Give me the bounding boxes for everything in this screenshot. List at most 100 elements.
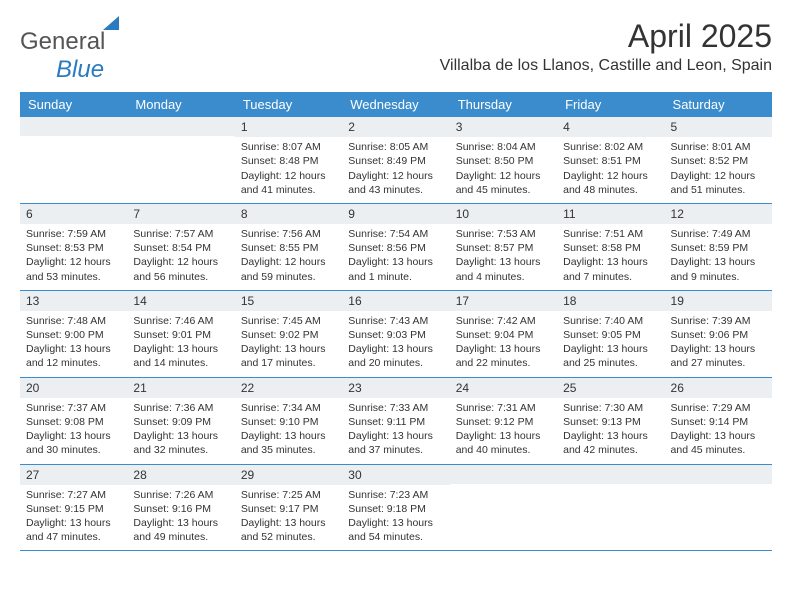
day-cell: 6Sunrise: 7:59 AMSunset: 8:53 PMDaylight… [20, 204, 127, 290]
weekday-thursday: Thursday [450, 92, 557, 117]
sunset-text: Sunset: 9:13 PM [563, 415, 658, 429]
daylight-text: Daylight: 13 hours and 49 minutes. [133, 516, 228, 544]
day-body: Sunrise: 7:59 AMSunset: 8:53 PMDaylight:… [20, 224, 127, 290]
daylight-text: Daylight: 12 hours and 53 minutes. [26, 255, 121, 283]
day-number: 9 [342, 204, 449, 224]
day-body: Sunrise: 7:56 AMSunset: 8:55 PMDaylight:… [235, 224, 342, 290]
day-cell: 19Sunrise: 7:39 AMSunset: 9:06 PMDayligh… [665, 291, 772, 377]
sunrise-text: Sunrise: 7:57 AM [133, 227, 228, 241]
day-number: 6 [20, 204, 127, 224]
sunrise-text: Sunrise: 7:31 AM [456, 401, 551, 415]
day-body: Sunrise: 8:07 AMSunset: 8:48 PMDaylight:… [235, 137, 342, 203]
sunrise-text: Sunrise: 7:42 AM [456, 314, 551, 328]
day-number: 23 [342, 378, 449, 398]
sunset-text: Sunset: 9:09 PM [133, 415, 228, 429]
month-title: April 2025 [440, 18, 772, 55]
day-cell: 2Sunrise: 8:05 AMSunset: 8:49 PMDaylight… [342, 117, 449, 203]
day-cell: 1Sunrise: 8:07 AMSunset: 8:48 PMDaylight… [235, 117, 342, 203]
weekday-header: Sunday Monday Tuesday Wednesday Thursday… [20, 92, 772, 117]
sunrise-text: Sunrise: 7:36 AM [133, 401, 228, 415]
day-body: Sunrise: 7:45 AMSunset: 9:02 PMDaylight:… [235, 311, 342, 377]
sunrise-text: Sunrise: 7:51 AM [563, 227, 658, 241]
sunset-text: Sunset: 9:02 PM [241, 328, 336, 342]
week-row: 1Sunrise: 8:07 AMSunset: 8:48 PMDaylight… [20, 117, 772, 204]
sunset-text: Sunset: 9:08 PM [26, 415, 121, 429]
weekday-sunday: Sunday [20, 92, 127, 117]
day-cell: 26Sunrise: 7:29 AMSunset: 9:14 PMDayligh… [665, 378, 772, 464]
week-row: 20Sunrise: 7:37 AMSunset: 9:08 PMDayligh… [20, 378, 772, 465]
day-cell: 11Sunrise: 7:51 AMSunset: 8:58 PMDayligh… [557, 204, 664, 290]
sunrise-text: Sunrise: 7:23 AM [348, 488, 443, 502]
sunrise-text: Sunrise: 7:59 AM [26, 227, 121, 241]
day-number: 18 [557, 291, 664, 311]
daylight-text: Daylight: 13 hours and 25 minutes. [563, 342, 658, 370]
sunrise-text: Sunrise: 7:26 AM [133, 488, 228, 502]
day-number [450, 465, 557, 484]
day-number: 30 [342, 465, 449, 485]
daylight-text: Daylight: 13 hours and 42 minutes. [563, 429, 658, 457]
sunset-text: Sunset: 9:16 PM [133, 502, 228, 516]
daylight-text: Daylight: 13 hours and 45 minutes. [671, 429, 766, 457]
day-cell: 14Sunrise: 7:46 AMSunset: 9:01 PMDayligh… [127, 291, 234, 377]
day-number: 5 [665, 117, 772, 137]
daylight-text: Daylight: 13 hours and 54 minutes. [348, 516, 443, 544]
day-cell: 29Sunrise: 7:25 AMSunset: 9:17 PMDayligh… [235, 465, 342, 551]
day-body: Sunrise: 7:25 AMSunset: 9:17 PMDaylight:… [235, 485, 342, 551]
day-number: 17 [450, 291, 557, 311]
day-cell: 25Sunrise: 7:30 AMSunset: 9:13 PMDayligh… [557, 378, 664, 464]
day-number: 19 [665, 291, 772, 311]
day-cell: 13Sunrise: 7:48 AMSunset: 9:00 PMDayligh… [20, 291, 127, 377]
day-cell [450, 465, 557, 551]
day-body: Sunrise: 7:36 AMSunset: 9:09 PMDaylight:… [127, 398, 234, 464]
sunset-text: Sunset: 9:12 PM [456, 415, 551, 429]
daylight-text: Daylight: 12 hours and 48 minutes. [563, 169, 658, 197]
daylight-text: Daylight: 12 hours and 41 minutes. [241, 169, 336, 197]
daylight-text: Daylight: 13 hours and 17 minutes. [241, 342, 336, 370]
day-number: 26 [665, 378, 772, 398]
day-cell: 15Sunrise: 7:45 AMSunset: 9:02 PMDayligh… [235, 291, 342, 377]
day-number [127, 117, 234, 136]
day-number: 11 [557, 204, 664, 224]
daylight-text: Daylight: 13 hours and 37 minutes. [348, 429, 443, 457]
calendar: Sunday Monday Tuesday Wednesday Thursday… [20, 92, 772, 551]
sunrise-text: Sunrise: 7:25 AM [241, 488, 336, 502]
sunset-text: Sunset: 8:49 PM [348, 154, 443, 168]
day-cell: 22Sunrise: 7:34 AMSunset: 9:10 PMDayligh… [235, 378, 342, 464]
sunrise-text: Sunrise: 7:34 AM [241, 401, 336, 415]
sunrise-text: Sunrise: 7:30 AM [563, 401, 658, 415]
day-cell: 17Sunrise: 7:42 AMSunset: 9:04 PMDayligh… [450, 291, 557, 377]
daylight-text: Daylight: 13 hours and 40 minutes. [456, 429, 551, 457]
day-cell: 20Sunrise: 7:37 AMSunset: 9:08 PMDayligh… [20, 378, 127, 464]
sunset-text: Sunset: 8:48 PM [241, 154, 336, 168]
daylight-text: Daylight: 13 hours and 9 minutes. [671, 255, 766, 283]
sunrise-text: Sunrise: 7:54 AM [348, 227, 443, 241]
day-cell: 10Sunrise: 7:53 AMSunset: 8:57 PMDayligh… [450, 204, 557, 290]
daylight-text: Daylight: 12 hours and 51 minutes. [671, 169, 766, 197]
sunrise-text: Sunrise: 8:07 AM [241, 140, 336, 154]
day-body: Sunrise: 7:31 AMSunset: 9:12 PMDaylight:… [450, 398, 557, 464]
logo-text-blue: Blue [56, 56, 104, 83]
sunset-text: Sunset: 8:56 PM [348, 241, 443, 255]
logo: General Blue [20, 28, 119, 84]
day-cell: 5Sunrise: 8:01 AMSunset: 8:52 PMDaylight… [665, 117, 772, 203]
day-cell: 27Sunrise: 7:27 AMSunset: 9:15 PMDayligh… [20, 465, 127, 551]
day-number: 28 [127, 465, 234, 485]
sunrise-text: Sunrise: 8:04 AM [456, 140, 551, 154]
sunrise-text: Sunrise: 7:27 AM [26, 488, 121, 502]
sunset-text: Sunset: 8:54 PM [133, 241, 228, 255]
day-body: Sunrise: 7:42 AMSunset: 9:04 PMDaylight:… [450, 311, 557, 377]
day-number: 15 [235, 291, 342, 311]
sunrise-text: Sunrise: 7:40 AM [563, 314, 658, 328]
sunrise-text: Sunrise: 7:29 AM [671, 401, 766, 415]
day-body: Sunrise: 7:29 AMSunset: 9:14 PMDaylight:… [665, 398, 772, 464]
day-body: Sunrise: 7:30 AMSunset: 9:13 PMDaylight:… [557, 398, 664, 464]
day-number: 12 [665, 204, 772, 224]
daylight-text: Daylight: 13 hours and 14 minutes. [133, 342, 228, 370]
weekday-monday: Monday [127, 92, 234, 117]
day-body: Sunrise: 7:40 AMSunset: 9:05 PMDaylight:… [557, 311, 664, 377]
day-body: Sunrise: 7:43 AMSunset: 9:03 PMDaylight:… [342, 311, 449, 377]
day-cell: 16Sunrise: 7:43 AMSunset: 9:03 PMDayligh… [342, 291, 449, 377]
day-number: 4 [557, 117, 664, 137]
weekday-friday: Friday [557, 92, 664, 117]
day-number: 21 [127, 378, 234, 398]
